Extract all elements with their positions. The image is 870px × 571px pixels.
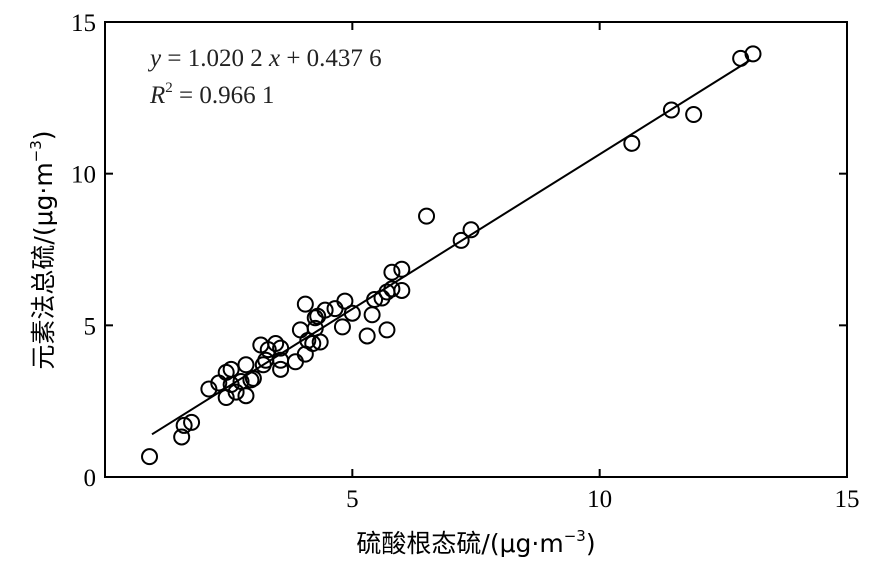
data-point-27 [296,295,314,313]
x-tick-label-10: 10 [587,486,612,513]
data-point-21 [272,339,290,357]
r-symbol: R [149,82,165,109]
data-point-12 [237,356,255,374]
regression-equation: y = 1.020 2 x + 0.437 6 [147,45,382,72]
data-point-53 [662,101,680,119]
y-axis-title-text: 元素法总硫/(μg·m [29,162,58,369]
data-point-2 [175,416,193,434]
equation-y: y [147,45,162,72]
y-tick-label-0: 0 [84,465,97,492]
data-point-25 [291,321,309,339]
regression-line [151,59,752,436]
data-points [141,45,762,466]
y-tick-label-5: 5 [84,313,97,340]
tick-marks [104,21,848,478]
data-point-22 [272,360,290,378]
data-point-15 [244,369,262,387]
data-point-40 [363,306,381,324]
data-point-47 [393,260,411,278]
data-point-45 [383,280,401,298]
data-point-56 [744,45,762,63]
data-point-36 [333,318,351,336]
data-point-10 [227,383,245,401]
y-axis-title: 元素法总硫/(μg·m−3) [27,130,58,369]
x-tick-label-5: 5 [346,486,359,513]
data-point-34 [316,301,334,319]
x-axis-title: 硫酸根态硫/(μg·m−3) [356,527,595,558]
equation-intercept: + 0.437 6 [280,45,382,72]
y-axis-unit-exponent: −3 [27,140,45,162]
data-point-46 [383,263,401,281]
data-point-35 [326,300,344,318]
data-point-38 [343,304,361,322]
y-axis-unit-close: ) [29,130,58,140]
data-point-48 [393,281,411,299]
plot-frame [104,21,848,478]
x-tick-label-15: 15 [835,486,860,513]
x-axis-title-text: 硫酸根态硫/(μg·m [356,529,563,558]
y-tick-label-10: 10 [71,162,96,189]
r-squared-value: = 0.966 1 [173,82,275,109]
data-point-14 [242,371,260,389]
r-exponent: 2 [165,80,173,96]
data-point-1 [173,428,191,446]
data-point-3 [183,413,201,431]
data-point-24 [286,353,304,371]
data-point-52 [623,134,641,152]
r-squared: R2 = 0.966 1 [149,80,274,109]
y-tick-label-15: 15 [71,10,96,37]
data-point-41 [366,291,384,309]
x-axis-unit-exponent: −3 [564,527,586,545]
data-point-20 [267,335,285,353]
data-point-37 [336,292,354,310]
data-point-13 [237,387,255,405]
tick-labels: 5 10 15 0 5 10 15 [71,10,860,513]
data-point-49 [418,207,436,225]
data-point-54 [685,106,703,124]
data-point-51 [462,221,480,239]
data-point-39 [358,327,376,345]
data-point-50 [452,231,470,249]
equation-slope: = 1.020 2 [161,45,269,72]
x-axis-unit-close: ) [586,529,596,558]
data-point-43 [378,321,396,339]
equation-x: x [268,45,280,72]
data-point-0 [141,448,159,466]
data-point-33 [311,333,329,351]
data-point-26 [296,345,314,363]
